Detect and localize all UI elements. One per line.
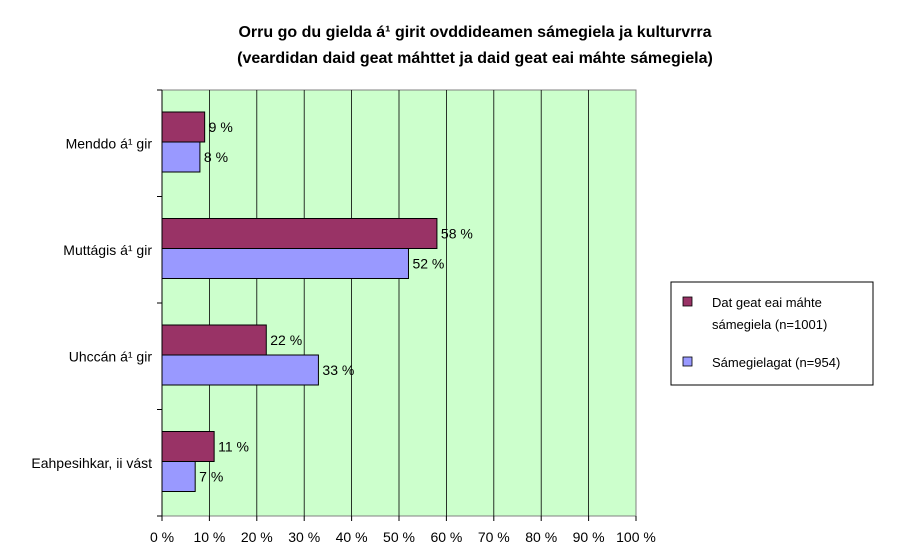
category-label: Uhccán á¹ gir [69,348,153,364]
bar [161,431,215,462]
data-label: 9 % [209,119,233,135]
data-label: 8 % [204,149,228,165]
legend: Dat geat eai máhte sámegiela (n=1001) Sá… [670,281,874,386]
bars: 9 % 8 % 58 % 52 % 22 % 33 % 11 % 7 % [161,111,473,492]
legend-swatch-series-2 [682,356,693,367]
legend-swatch-series-1 [682,296,693,307]
x-tick-label: 0 % [150,529,174,545]
chart-title-line-1: Orru go du gielda á¹ girit ovddideamen s… [238,24,711,41]
x-tick-label: 20 % [241,529,273,545]
data-label: 58 % [441,226,473,242]
x-tick-label: 50 % [383,529,415,545]
bar [161,354,319,386]
data-label: 22 % [270,332,302,348]
category-label: Menddo á¹ gir [66,135,153,151]
legend-label-series-1-line-1: Dat geat eai máhte [712,295,822,310]
data-label: 33 % [322,362,354,378]
x-tick-label: 40 % [336,529,368,545]
bar [161,218,438,249]
bar [161,324,267,356]
data-label: 52 % [412,256,444,272]
x-tick-label: 80 % [525,529,557,545]
x-tick-label: 60 % [430,529,462,545]
bar [161,111,206,143]
axes: 0 % 10 % 20 % 30 % 40 % 50 % 60 % 70 % 80 % 90 % 1… [31,89,656,545]
bar [161,248,409,279]
x-tick-label: 10 % [193,529,225,545]
x-tick-label: 100 % [616,529,656,545]
category-label: Muttágis á¹ gir [63,242,152,258]
x-tick-label: 90 % [573,529,605,545]
bar [161,141,201,173]
legend-label-series-1-line-2: sámegiela (n=1001) [712,317,827,332]
data-label: 11 % [218,439,249,455]
x-tick-label: 30 % [288,529,320,545]
legend-box [670,281,874,386]
bar [161,461,196,492]
category-label: Eahpesihkar, ii vást [31,455,152,471]
legend-label-series-2: Sámegielagat (n=954) [712,355,840,370]
chart-title-line-2: (veardidan daid geat máhttet ja daid gea… [237,50,713,67]
data-label: 7 % [199,469,223,485]
x-tick-label: 70 % [478,529,510,545]
